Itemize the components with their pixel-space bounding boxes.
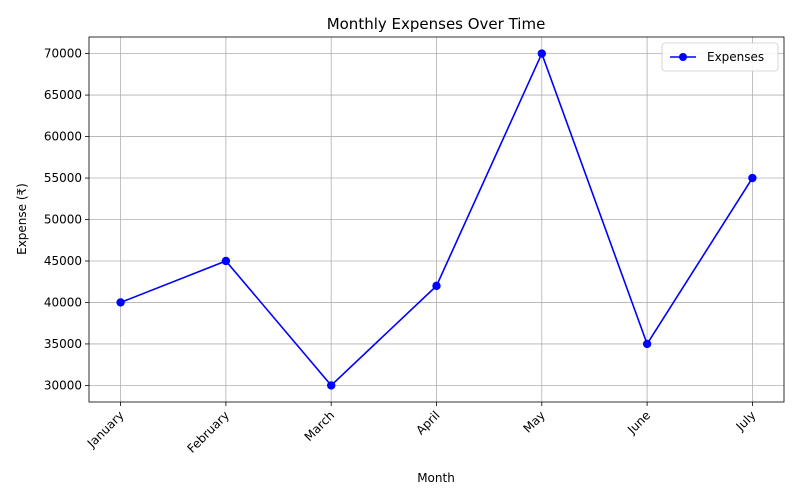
data-point (748, 173, 757, 183)
data-point (221, 256, 231, 266)
x-tick-label: February (185, 408, 233, 456)
data-point (432, 281, 441, 291)
data-point (326, 381, 336, 390)
data-point (116, 298, 125, 307)
legend: Expenses (661, 42, 779, 72)
y-tick-label: 65000 (44, 88, 82, 102)
x-tick-label: January (84, 408, 127, 451)
y-axis-ticks: 30000 35000 40000 45000 50000 55000 60000 65000… (44, 47, 89, 392)
grid-lines (89, 37, 784, 402)
legend-box (661, 42, 779, 72)
y-tick-label: 30000 (44, 378, 82, 392)
x-axis-label: Month (417, 471, 455, 485)
y-tick-label: 40000 (44, 295, 82, 309)
y-tick-label: 45000 (44, 254, 82, 268)
x-axis-ticks: January February March April May June July (84, 402, 759, 456)
x-tick-label: April (413, 408, 442, 437)
y-tick-label: 35000 (44, 337, 82, 351)
x-tick-label: July (733, 408, 759, 434)
x-tick-label: March (302, 408, 338, 444)
legend-marker-swatch (679, 53, 687, 61)
y-tick-label: 50000 (44, 213, 82, 227)
x-tick-label: May (520, 408, 547, 435)
series-layer (116, 49, 757, 390)
y-axis-label: Expense (₹) (15, 183, 29, 255)
y-tick-label: 60000 (44, 130, 82, 144)
data-point (642, 339, 652, 349)
legend-label: Expenses (707, 50, 764, 64)
x-tick-label: June (624, 408, 653, 437)
y-tick-label: 70000 (44, 47, 82, 61)
chart-title: Monthly Expenses Over Time (327, 15, 546, 33)
y-tick-label: 55000 (44, 171, 82, 185)
data-point (537, 49, 547, 58)
